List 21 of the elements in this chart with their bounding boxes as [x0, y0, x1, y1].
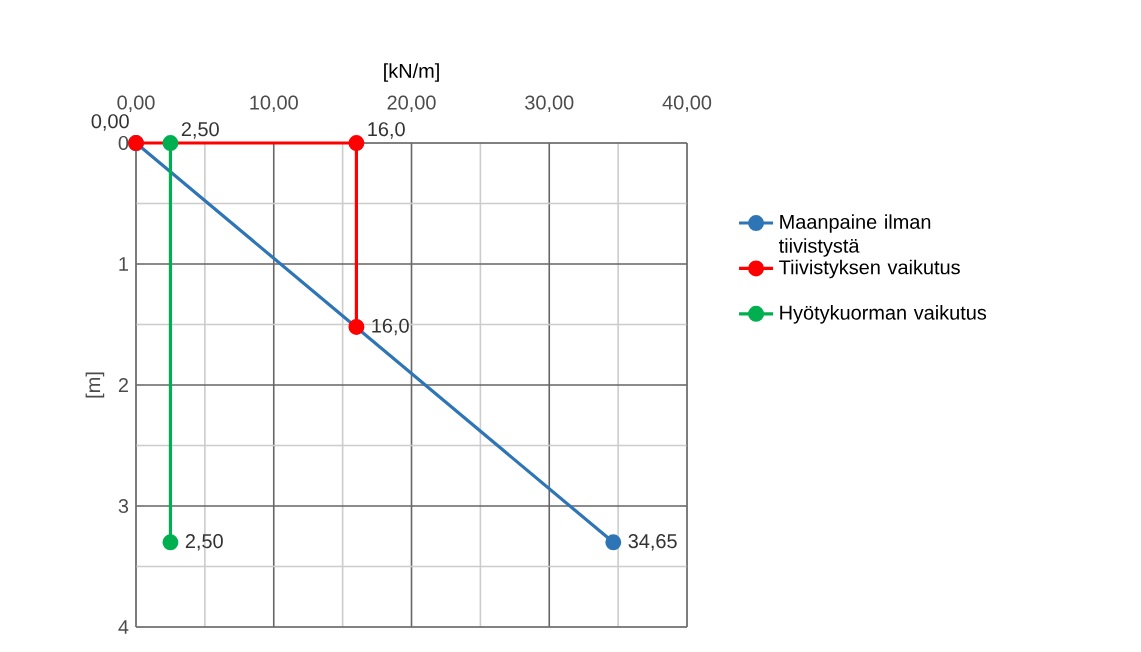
y-tick-label: 0 — [118, 135, 129, 151]
y-tick-label: 3 — [118, 498, 129, 514]
data-label: 0,00 — [91, 114, 129, 131]
data-label: 16,0 — [368, 122, 405, 139]
x-tick-label: 40,00 — [662, 95, 712, 112]
x-tick-label: 20,00 — [387, 95, 436, 112]
data-label: 2,50 — [181, 122, 219, 139]
x-axis-title: [kN/m] — [384, 63, 439, 82]
y-tick-label: 4 — [118, 620, 129, 634]
y-tick-label: 1 — [119, 257, 129, 271]
data-label: 16,0 — [372, 318, 409, 336]
x-tick-label: 0,00 — [117, 95, 155, 112]
legend-label: Tiivistyksen vaikutus — [779, 259, 960, 279]
x-tick-label: 30,00 — [525, 95, 574, 112]
y-axis-title: [m] — [85, 372, 105, 398]
data-label: 34,65 — [628, 534, 677, 551]
data-label: 2,50 — [185, 534, 223, 551]
legend-label: Hyötykuorman vaikutus — [780, 305, 987, 324]
y-tick-label: 2 — [118, 378, 128, 392]
x-tick-label: 10,00 — [250, 95, 298, 112]
legend-label: Maanpaine ilman tiivistystä — [778, 214, 931, 257]
